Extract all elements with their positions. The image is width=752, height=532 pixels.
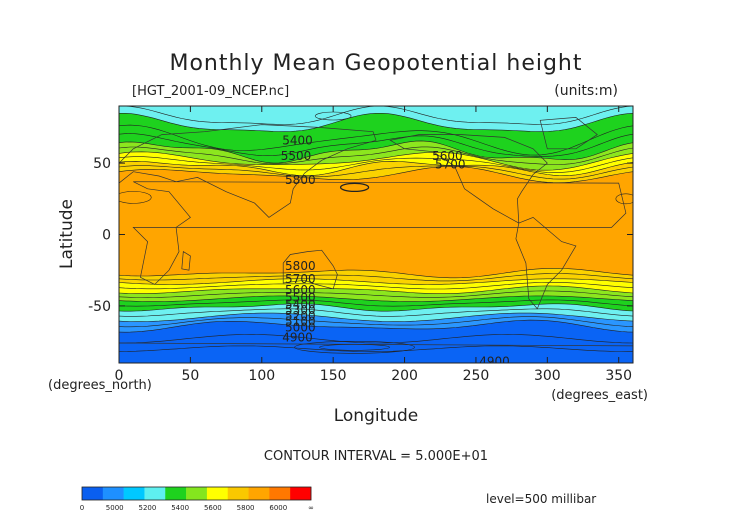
coastline (539, 117, 598, 150)
coastline (389, 134, 548, 224)
x-tick-label: 200 (391, 368, 418, 384)
colorbar-tick-label: 5400 (171, 504, 189, 512)
colorbar-swatch (290, 487, 312, 500)
file-label: [HGT_2001-09_NCEP.nc] (132, 84, 289, 99)
colorbar-tick-label: 5200 (139, 504, 157, 512)
colorbar-tick-label: ∞ (308, 504, 314, 512)
x-tick-label: 100 (248, 368, 275, 384)
contour-line-south (119, 295, 633, 302)
coastline (282, 249, 338, 290)
contour-label: 4900 (479, 355, 510, 369)
y-tick-label: 50 (93, 156, 111, 172)
y-axis-label: Latitude (57, 199, 77, 269)
colorbar-swatch (186, 487, 208, 500)
coastline (119, 342, 633, 347)
contour-line-north (119, 124, 633, 156)
contour-line-south (119, 334, 633, 344)
contour-label: 4900 (282, 330, 313, 344)
contour-line-north (119, 146, 633, 165)
contour-cell (119, 191, 152, 204)
x-unit-label: (degrees_east) (551, 388, 648, 403)
colorbar-swatch (206, 487, 229, 500)
coastline (181, 251, 191, 271)
coastline (132, 181, 627, 285)
contour-line-south (119, 345, 633, 352)
contour-label: 5300 (285, 303, 316, 317)
colorbar-swatch (82, 487, 104, 500)
contour-label: 5800 (285, 259, 316, 273)
contour-line-north (119, 113, 633, 132)
contour-cell (615, 193, 633, 205)
contour-line-south (119, 303, 633, 312)
colorbar-swatch (248, 487, 270, 500)
contour-line-south (119, 282, 633, 290)
contour-label: 5400 (282, 133, 313, 147)
y-tick-label: 0 (102, 228, 111, 244)
coastline (515, 216, 577, 310)
contour-line-south (119, 308, 633, 317)
colorbar-tick-label: 5600 (204, 504, 222, 512)
colorbar-tick-label: 6000 (269, 504, 287, 512)
chart-title: Monthly Mean Geopotential height (169, 51, 582, 76)
y-tick-label: -50 (88, 299, 111, 315)
x-tick-label: 150 (320, 368, 347, 384)
colorbar-tick-label: 5000 (106, 504, 124, 512)
contour-line-north (119, 133, 633, 157)
x-tick-label: 50 (181, 368, 199, 384)
contour-line-north (119, 151, 633, 171)
contour-line-north (119, 160, 633, 177)
level-text: level=500 millibar (486, 492, 596, 506)
contour-line-south (119, 278, 633, 285)
contour-line-south (119, 319, 633, 333)
units-label: (units:m) (554, 83, 618, 99)
colorbar: 0 5000 5200 5400 5600 5800 6000 ∞ (80, 486, 314, 512)
colorbar-tick-label: 5800 (237, 504, 255, 512)
contour-line-north (119, 140, 633, 164)
contour-cell (339, 182, 370, 193)
contour-line-south (119, 268, 633, 279)
contour-cell (294, 340, 415, 354)
contour-line-north (119, 156, 633, 173)
colorbar-frame (81, 486, 312, 501)
x-tick-label: 250 (463, 368, 490, 384)
colorbar-swatch (123, 487, 145, 500)
contour-label: 5500 (281, 149, 312, 163)
y-unit-label: (degrees_north) (48, 378, 152, 393)
coastline (119, 124, 377, 218)
contour-line-south (119, 299, 633, 307)
contour-label: 5600 (285, 283, 316, 297)
colorbar-swatch (165, 487, 187, 500)
contour-label: 5800 (285, 173, 316, 187)
contour-label: 5400 (285, 297, 316, 311)
band-fill-cyan-north (119, 106, 633, 132)
x-tick-label: 0 (115, 368, 124, 384)
x-axis-label: Longitude (334, 406, 419, 426)
contour-line-north (119, 166, 633, 184)
colorbar-swatch (269, 487, 291, 500)
contour-label: 5700 (435, 158, 466, 172)
x-tick-label: 350 (605, 368, 632, 384)
contour-label: 5000 (285, 320, 316, 334)
x-tick-label: 300 (534, 368, 561, 384)
colorbar-tick-label: 0 (80, 504, 84, 512)
contour-line-north (119, 165, 633, 180)
colorbar-swatch (227, 487, 249, 500)
contour-label: 5100 (285, 315, 316, 329)
contour-interval-text: CONTOUR INTERVAL = 5.000E+01 (264, 449, 488, 464)
contour-line-south (119, 290, 633, 298)
contour-label: 5500 (285, 290, 316, 304)
contour-line-south (119, 312, 633, 322)
contour-line-south (119, 273, 633, 282)
contour-label: 5600 (432, 149, 463, 163)
contour-line-south (119, 316, 633, 328)
contour-line-south (119, 285, 633, 294)
contour-label: 5700 (285, 272, 316, 286)
colorbar-swatch (144, 487, 166, 500)
colorbar-swatch (102, 487, 124, 500)
contour-label: 5200 (285, 309, 316, 323)
